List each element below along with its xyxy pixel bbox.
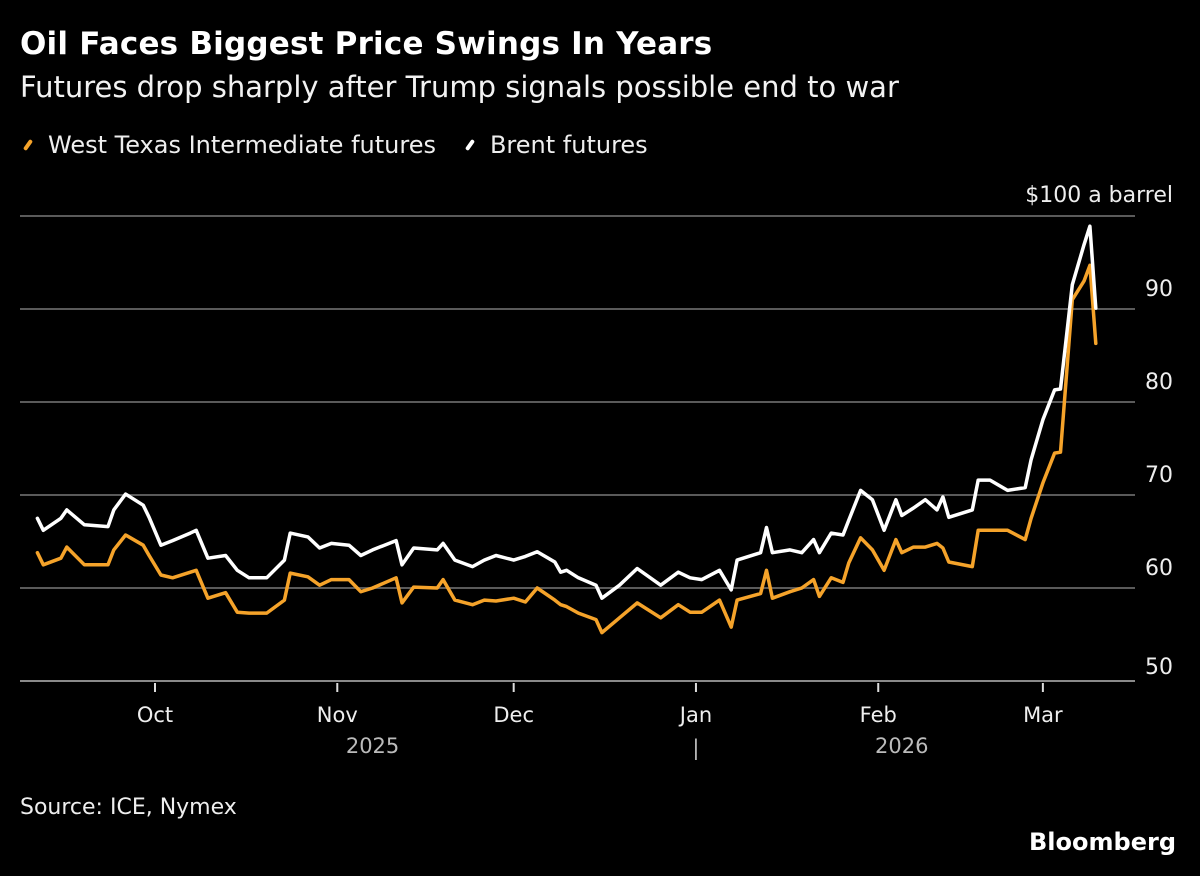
y-tick-label: 90 — [1145, 277, 1173, 302]
y-tick-label: 70 — [1145, 463, 1173, 488]
legend-label-wti: West Texas Intermediate futures — [48, 131, 436, 159]
y-axis-unit-label: $100 a barrel — [1025, 183, 1173, 208]
x-tick-label: Oct — [137, 703, 173, 727]
series-line-brent — [35, 224, 1098, 600]
legend-item-wti: West Texas Intermediate futures — [20, 131, 436, 159]
legend-label-brent: Brent futures — [489, 131, 648, 159]
chart-subtitle: Futures drop sharply after Trump signals… — [20, 70, 899, 104]
y-tick-label: 50 — [1145, 655, 1173, 680]
year-label: 2025 — [346, 734, 399, 758]
legend-item-brent: Brent futures — [462, 131, 648, 159]
year-separator: | — [692, 736, 699, 761]
x-tick-label: Feb — [860, 703, 897, 727]
source-note: Source: ICE, Nymex — [20, 795, 237, 820]
x-tick-label: Mar — [1023, 703, 1063, 727]
x-tick-label: Nov — [317, 703, 358, 727]
x-tick-label: Jan — [678, 703, 712, 727]
series-line-wti — [35, 263, 1098, 635]
y-tick-label: 80 — [1145, 370, 1173, 395]
chart-title: Oil Faces Biggest Price Swings In Years — [20, 26, 713, 62]
x-tick-label: Dec — [493, 703, 534, 727]
legend: West Texas Intermediate futures Brent fu… — [20, 131, 674, 159]
y-tick-label: 60 — [1145, 556, 1173, 581]
bloomberg-logo: Bloomberg — [1029, 828, 1176, 856]
year-label: 2026 — [875, 734, 928, 758]
